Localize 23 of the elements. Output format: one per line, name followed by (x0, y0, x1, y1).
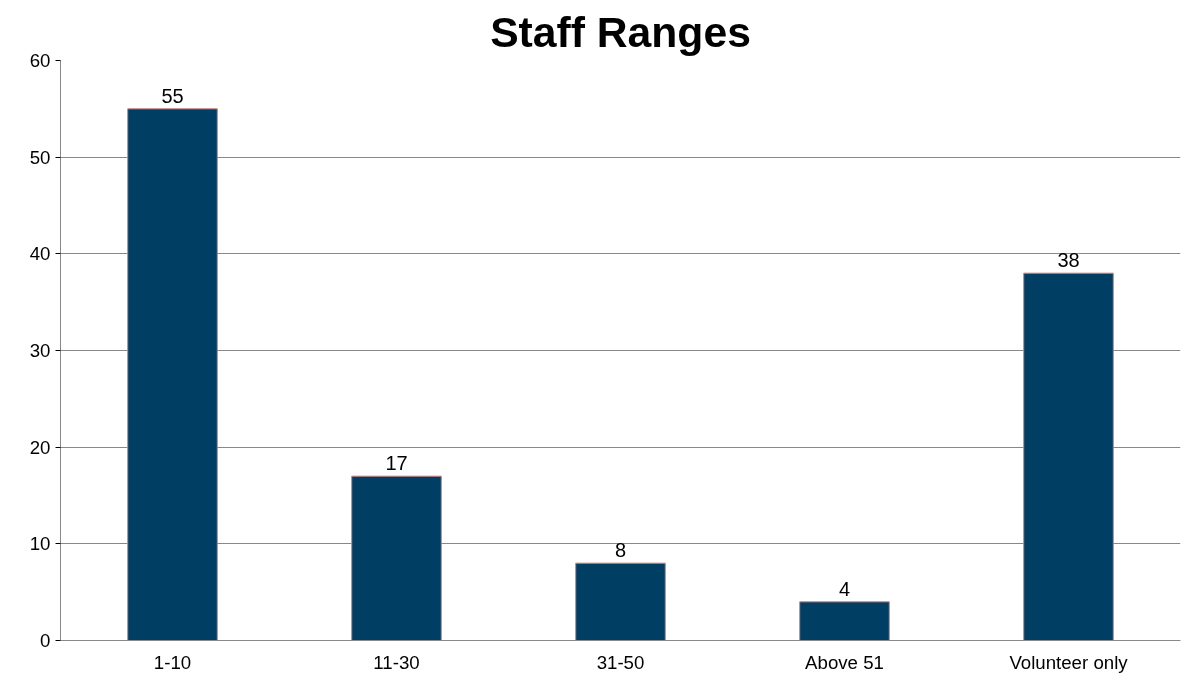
bar (351, 475, 442, 641)
bar (1023, 272, 1114, 641)
x-tick-label: 11-30 (373, 651, 420, 673)
y-tick-label: 30 (29, 340, 51, 361)
data-label: 38 (1057, 249, 1080, 272)
y-tick-label: 40 (29, 243, 51, 265)
x-tick-label: Above 51 (805, 651, 884, 673)
y-tick-label: 20 (29, 436, 51, 458)
data-label: 55 (161, 84, 184, 107)
data-label: 17 (385, 452, 408, 475)
y-tick-label: 50 (29, 146, 51, 168)
bar (799, 601, 890, 641)
chart-title: Staff Ranges (490, 7, 751, 56)
x-tick-label: 1-10 (153, 651, 192, 673)
x-tick-label: Volunteer only (1009, 651, 1129, 673)
y-tick-label: 0 (40, 630, 51, 651)
bar (127, 108, 218, 641)
y-tick-label: 60 (29, 50, 51, 71)
y-tick-label: 10 (29, 533, 51, 555)
bar (575, 562, 666, 641)
data-label: 8 (614, 539, 627, 562)
x-tick-label: 31-50 (596, 651, 645, 673)
data-label: 4 (838, 577, 851, 600)
